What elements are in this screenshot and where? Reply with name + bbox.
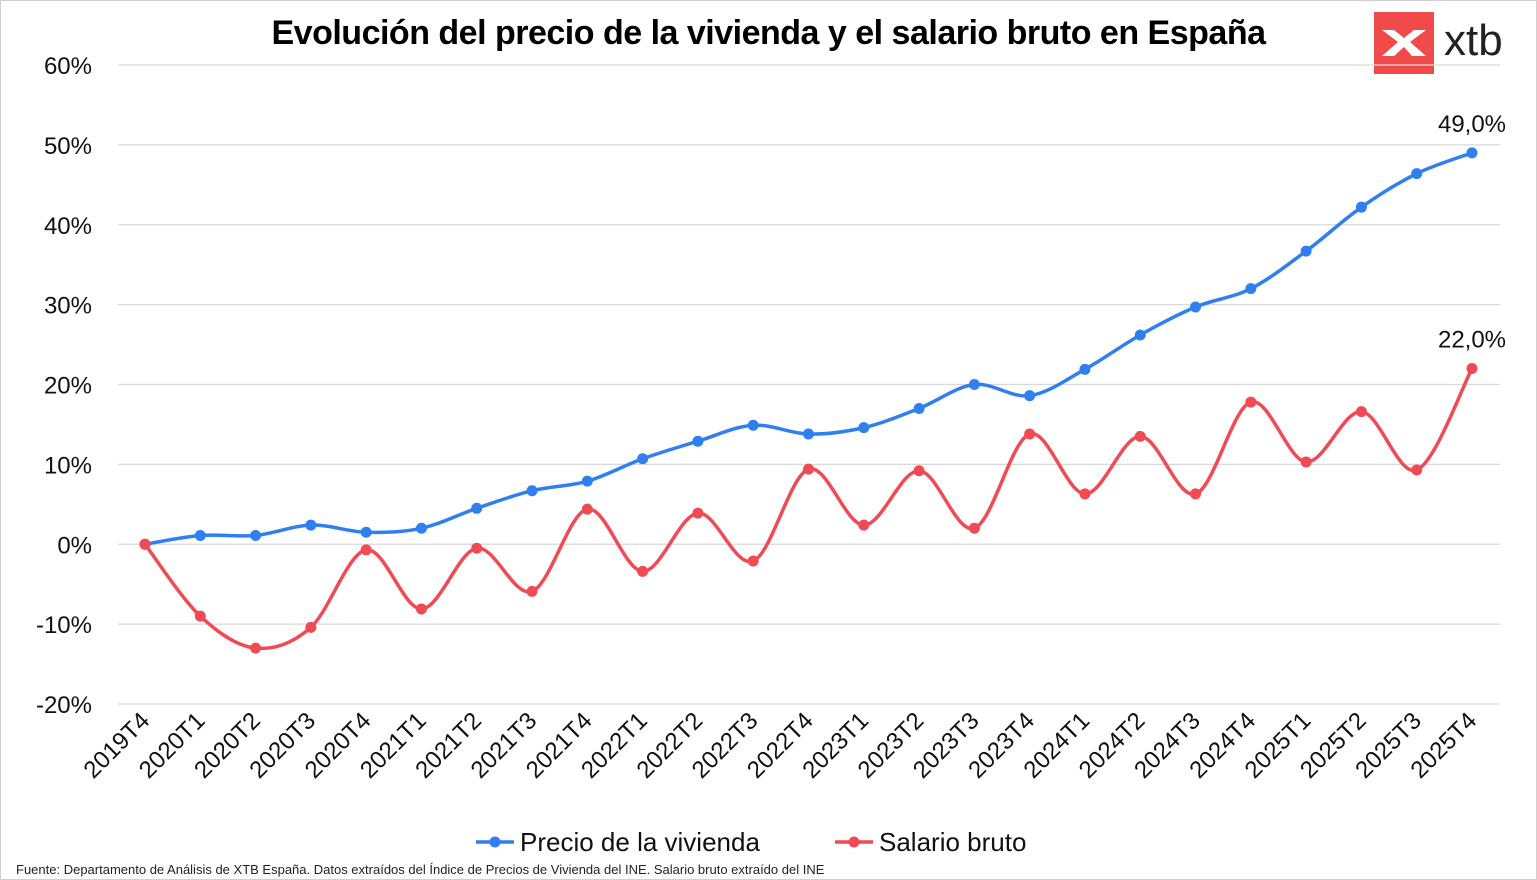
y-axis-ticks: 60% 50% 40% 30% 20% 10% 0% -10% -20% (36, 53, 92, 719)
y-tick-label: 20% (44, 373, 92, 400)
y-tick-label: -10% (36, 612, 92, 639)
data-point (1190, 301, 1202, 313)
source-note: Fuente: Departamento de Análisis de XTB … (16, 862, 825, 877)
data-point (250, 529, 262, 541)
data-point (1466, 363, 1478, 375)
data-point (1466, 147, 1478, 159)
legend-label: Precio de la vivienda (520, 827, 760, 857)
data-point (415, 522, 427, 534)
data-point (968, 379, 980, 390)
y-tick-label: 10% (44, 452, 92, 479)
data-point (1245, 396, 1257, 408)
data-point (526, 585, 538, 597)
data-point (1024, 428, 1036, 440)
data-point (913, 402, 925, 414)
data-point (1355, 201, 1367, 213)
data-point (1079, 488, 1091, 500)
data-point (858, 519, 870, 531)
data-point (581, 503, 593, 515)
data-point (1411, 168, 1423, 180)
data-point (1300, 456, 1312, 468)
data-point (803, 428, 814, 440)
data-point (1300, 245, 1312, 257)
data-point (1134, 430, 1146, 442)
data-point (692, 435, 704, 447)
data-point (637, 453, 649, 465)
y-tick-label: 40% (44, 213, 92, 240)
legend-swatch-marker (848, 836, 860, 848)
data-point (305, 519, 317, 531)
y-tick-label: 60% (44, 53, 92, 80)
x-axis-ticks: 2019T42020T12020T22020T32020T42021T12021… (79, 707, 1483, 784)
data-point (1245, 283, 1257, 295)
data-point (471, 502, 483, 514)
data-point (581, 475, 593, 487)
data-point (305, 621, 317, 633)
series-lines: 49,0% 22,0% (139, 111, 1506, 654)
data-point (1134, 329, 1146, 341)
data-point (913, 465, 925, 477)
data-point (747, 555, 759, 567)
data-point (415, 603, 427, 615)
legend-label: Salario bruto (879, 827, 1026, 857)
data-point (526, 485, 538, 497)
y-tick-label: -20% (36, 692, 92, 719)
data-point (1190, 488, 1202, 500)
data-point (360, 526, 372, 538)
data-point (194, 610, 206, 622)
data-point (968, 522, 980, 534)
data-label: 49,0% (1438, 111, 1506, 138)
data-point (637, 565, 649, 577)
series-line (144, 151, 1473, 546)
y-tick-label: 50% (44, 133, 92, 160)
series-line (143, 367, 1474, 651)
data-point (360, 544, 372, 556)
data-point (1024, 390, 1036, 402)
data-point (692, 507, 704, 519)
xtb-x-logo-icon (1374, 12, 1434, 74)
data-point (1355, 406, 1367, 418)
legend: Precio de la vivienda Salario bruto (476, 827, 1026, 857)
data-point (1079, 363, 1091, 375)
logo-text: xtb (1444, 16, 1503, 65)
data-point (803, 463, 814, 475)
data-point (1411, 464, 1423, 476)
legend-swatch-marker (489, 836, 501, 848)
data-point (471, 542, 483, 554)
y-tick-label: 30% (44, 293, 92, 320)
data-point (250, 642, 262, 654)
data-label: 22,0% (1438, 327, 1506, 354)
data-point (747, 419, 759, 431)
xtb-logo: xtb (1374, 12, 1524, 74)
data-point (858, 422, 870, 434)
y-tick-label: 0% (57, 532, 92, 559)
data-point (139, 538, 151, 550)
data-point (194, 529, 206, 541)
chart-title: Evolución del precio de la vivienda y el… (271, 14, 1267, 52)
